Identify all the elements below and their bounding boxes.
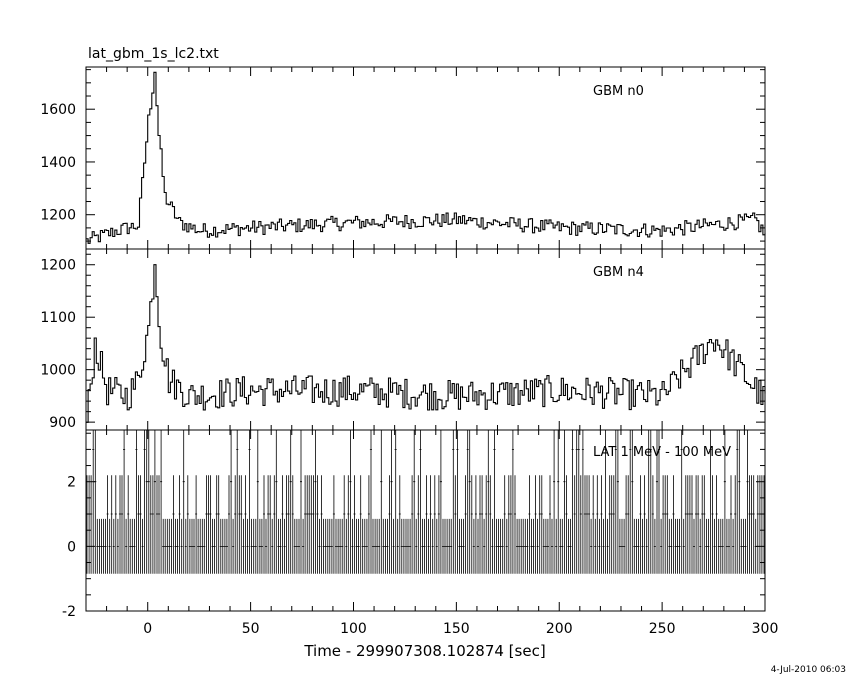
y-tick-label: 1100 (40, 310, 76, 326)
panel-label-lat: LAT 1 MeV - 100 MeV (593, 445, 731, 460)
x-tick-label: 250 (649, 621, 676, 637)
gbm-n0-panel: 1200 1400 1600 (40, 66, 766, 250)
y-tick-label: 1200 (40, 208, 76, 224)
x-tick-label: 50 (242, 621, 260, 637)
gbm-count-series (86, 71, 766, 244)
y-tick-label: 900 (49, 415, 76, 431)
gbm-n4-panel: 900 1000 1100 1200 (40, 248, 766, 431)
x-tick-label: 0 (143, 621, 152, 637)
lat-panel: -2 0 2 0 50 100 150 200 250 300 (62, 429, 779, 637)
lat-count-series (86, 430, 765, 574)
file-title: lat_gbm_1s_lc2.txt (88, 46, 219, 62)
panel-label-gbm-n4: GBM n4 (593, 265, 644, 280)
y-tick-label: -2 (62, 604, 76, 620)
x-axis-label: Time - 299907308.102874 [sec] (303, 642, 545, 660)
y-tick-label: 1200 (40, 258, 76, 274)
footer-date: 4-Jul-2010 06:03 (771, 665, 846, 675)
panel-label-gbm-n0: GBM n0 (593, 84, 644, 99)
y-tick-label: 1400 (40, 155, 76, 171)
panel-frame (85, 248, 766, 431)
x-tick-label: 200 (546, 621, 573, 637)
x-tick-label: 100 (340, 621, 367, 637)
y-tick-label: 0 (67, 539, 76, 555)
y-tick-label: 1000 (40, 363, 76, 379)
y-tick-label: 1600 (40, 102, 76, 118)
panel-frame (85, 429, 766, 612)
panel-frame (85, 66, 766, 250)
y-tick-label: 2 (67, 475, 76, 491)
x-tick-label: 150 (443, 621, 470, 637)
x-tick-label: 300 (752, 621, 779, 637)
gbm-count-series (86, 264, 766, 423)
